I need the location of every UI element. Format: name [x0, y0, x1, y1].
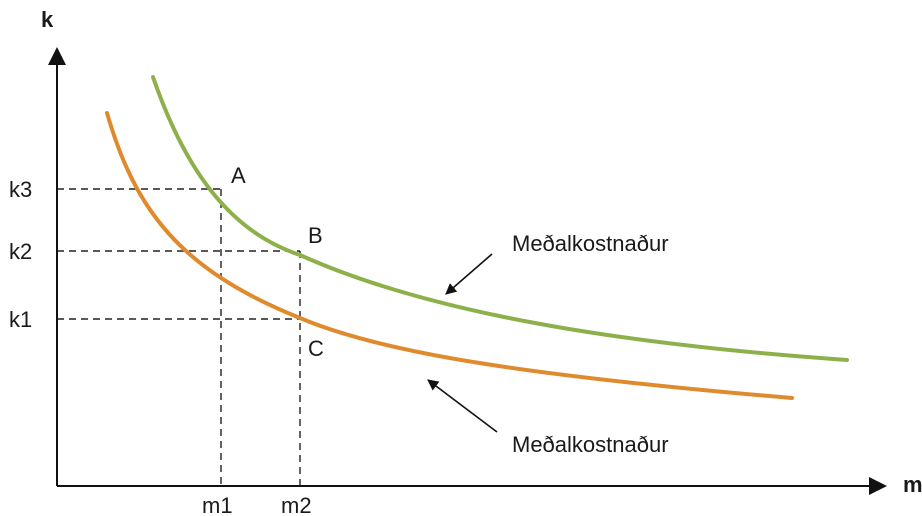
lower-average-cost-curve	[105, 111, 794, 400]
upper-average-cost-curve	[151, 75, 849, 362]
point-label-c: C	[308, 336, 324, 361]
upper-curve-pointer-arrow	[445, 253, 493, 295]
point-label-b: B	[308, 223, 323, 248]
x-tick-m1: m1	[202, 493, 233, 516]
x-tick-m2: m2	[281, 493, 312, 516]
y-axis-label: k	[41, 7, 54, 32]
point-label-a: A	[231, 163, 246, 188]
lower-curve-pointer-arrow	[427, 379, 498, 433]
y-tick-k1: k1	[9, 307, 32, 332]
y-tick-k3: k3	[9, 177, 32, 202]
x-axis-label: m	[903, 472, 922, 497]
upper-curve-label: Meðalkostnaður	[512, 231, 669, 256]
y-tick-k2: k2	[9, 239, 32, 264]
lower-curve-label: Meðalkostnaður	[512, 432, 669, 457]
